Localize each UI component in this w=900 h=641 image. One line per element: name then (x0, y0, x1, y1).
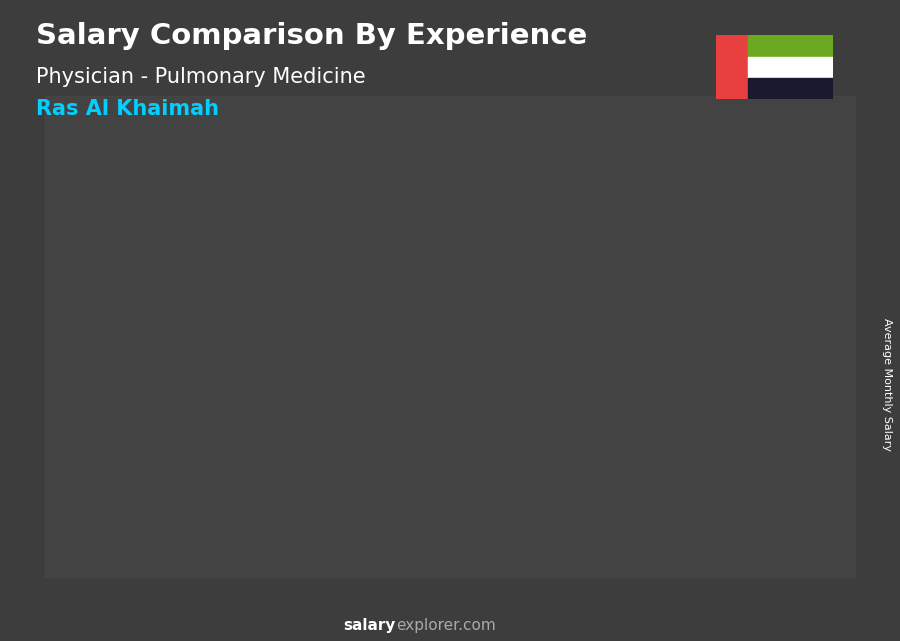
Bar (720, 299, 773, 306)
Bar (594, 320, 600, 577)
Text: +8%: +8% (661, 244, 707, 262)
FancyArrowPatch shape (634, 208, 734, 315)
Text: +9%: +9% (535, 262, 581, 280)
Bar (392, 383, 395, 577)
Text: explorer.com: explorer.com (396, 619, 496, 633)
Bar (140, 479, 144, 577)
Bar (748, 35, 832, 56)
Bar (266, 445, 270, 577)
Text: 29,100 AED: 29,100 AED (260, 464, 338, 477)
Text: salary: salary (344, 619, 396, 633)
Bar (91, 479, 98, 577)
Bar (518, 340, 521, 577)
Text: 35,500 AED: 35,500 AED (385, 440, 464, 453)
Bar (91, 479, 144, 481)
Bar (343, 383, 395, 577)
FancyArrowPatch shape (383, 263, 482, 378)
Bar (45, 96, 855, 577)
Text: 14,700 AED: 14,700 AED (8, 517, 86, 529)
Bar (748, 78, 832, 99)
Bar (469, 340, 521, 577)
Text: Average Monthly Salary: Average Monthly Salary (881, 318, 892, 451)
Bar (594, 320, 647, 577)
Text: +22%: +22% (403, 279, 461, 297)
Text: Ras Al Khaimah: Ras Al Khaimah (36, 99, 219, 119)
Bar (469, 340, 475, 577)
Bar (91, 479, 144, 577)
FancyArrowPatch shape (132, 362, 230, 474)
Bar (217, 445, 270, 577)
Text: +34%: +34% (151, 391, 210, 409)
Bar (343, 383, 395, 388)
Bar (720, 299, 773, 577)
Bar (594, 320, 647, 326)
Bar (748, 56, 832, 78)
Bar (720, 299, 726, 577)
Text: 41,800 AED: 41,800 AED (637, 417, 715, 430)
Text: Salary Comparison By Experience: Salary Comparison By Experience (36, 22, 587, 51)
Text: +48%: +48% (277, 322, 336, 340)
Bar (716, 35, 748, 99)
Bar (217, 445, 270, 449)
FancyArrowPatch shape (257, 317, 356, 440)
Text: 38,600 AED: 38,600 AED (511, 429, 590, 442)
Bar (644, 320, 647, 577)
Bar (217, 445, 223, 577)
Bar (769, 299, 773, 577)
FancyArrowPatch shape (508, 229, 608, 336)
Bar (343, 383, 349, 577)
Text: 19,700 AED: 19,700 AED (134, 498, 212, 512)
Text: Physician - Pulmonary Medicine: Physician - Pulmonary Medicine (36, 67, 365, 87)
Bar (469, 340, 521, 347)
